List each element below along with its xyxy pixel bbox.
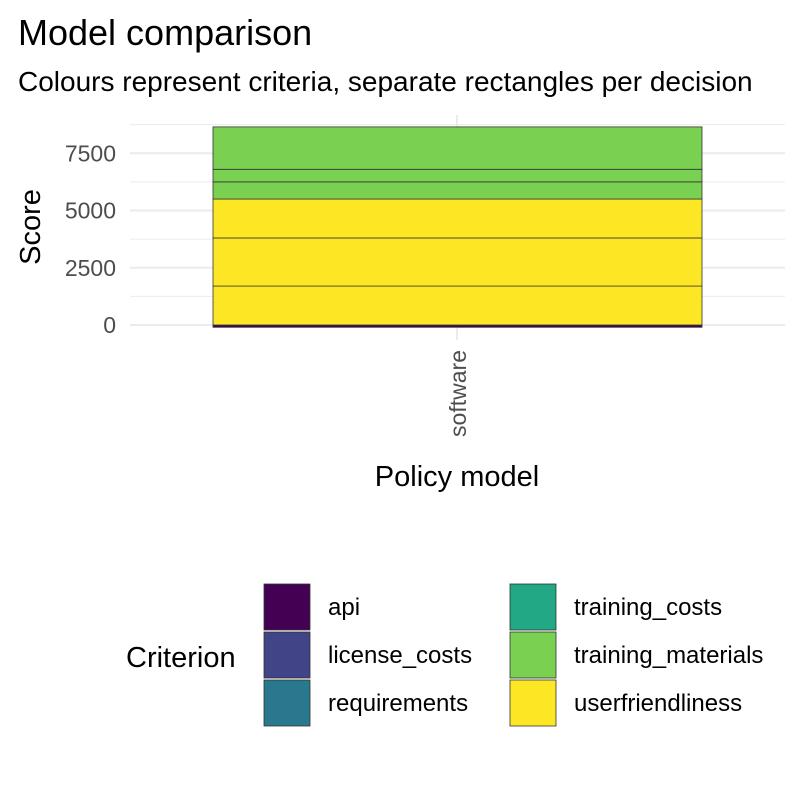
legend-label-training_costs: training_costs xyxy=(574,594,722,621)
bar-segment-userfriendliness xyxy=(212,285,703,326)
legend-key-license_costs xyxy=(263,631,311,679)
chart-subtitle: Colours represent criteria, separate rec… xyxy=(18,66,753,97)
bar-segment-userfriendliness xyxy=(212,198,703,239)
legend-label-userfriendliness: userfriendliness xyxy=(574,690,742,717)
legend-label-api: api xyxy=(328,594,360,621)
bar-segment-training_materials xyxy=(212,126,703,170)
bar-segment-training_materials xyxy=(212,168,703,183)
legend: Criterion api license_costs requirements tr… xyxy=(126,583,763,727)
legend-key-requirements xyxy=(263,679,311,727)
legend-key-api xyxy=(263,583,311,631)
legend-title: Criterion xyxy=(126,642,236,674)
bar-segment-userfriendliness xyxy=(212,237,703,287)
x-tick-label: software xyxy=(445,350,471,437)
x-axis-ticks: software xyxy=(445,350,471,437)
y-axis-title: Score xyxy=(15,189,47,265)
legend-label-license_costs: license_costs xyxy=(328,642,472,669)
y-tick-label: 7500 xyxy=(65,140,116,166)
legend-label-requirements: requirements xyxy=(328,690,468,717)
chart-title: Model comparison xyxy=(18,12,313,53)
y-axis-ticks: 0 2500 5000 7500 xyxy=(65,140,116,338)
y-tick-label: 0 xyxy=(103,312,116,338)
x-axis-title: Policy model xyxy=(375,461,539,493)
legend-key-training_materials xyxy=(509,631,557,679)
y-tick-label: 2500 xyxy=(65,255,116,281)
bar-software xyxy=(212,126,703,328)
bar-segment-training_materials xyxy=(212,181,703,200)
y-tick-label: 5000 xyxy=(65,198,116,224)
legend-label-training_materials: training_materials xyxy=(574,642,763,669)
legend-key-training_costs xyxy=(509,583,557,631)
legend-key-userfriendliness xyxy=(509,679,557,727)
